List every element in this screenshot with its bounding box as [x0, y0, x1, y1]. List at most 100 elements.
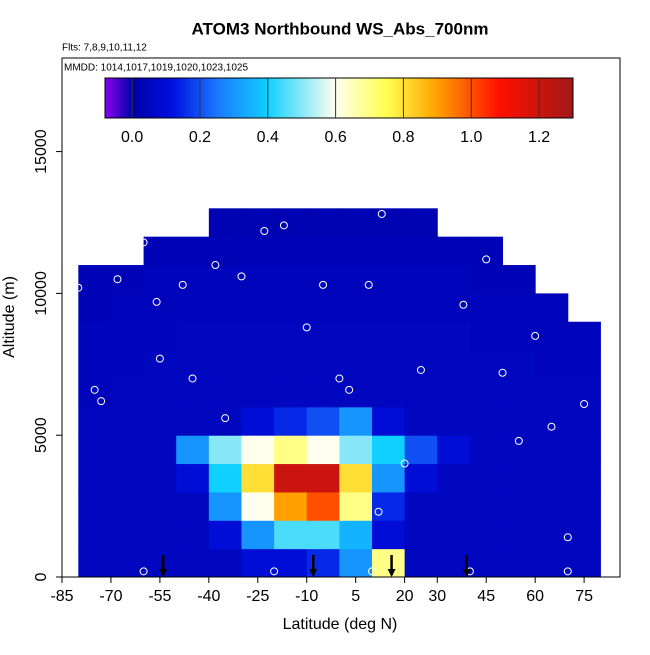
- sample-point: [90, 385, 99, 394]
- heat-cell: [469, 236, 504, 266]
- heat-cell: [437, 491, 471, 521]
- heat-cell: [372, 208, 406, 238]
- heat-cell: [110, 491, 145, 521]
- heat-cell: [567, 406, 601, 436]
- annotation: MMDD: 1014,1017,1019,1020,1023,1025: [64, 63, 248, 74]
- heat-cell: [372, 463, 406, 493]
- arrow-head: [387, 569, 396, 577]
- heat-cell: [78, 350, 112, 379]
- sample-point: [155, 354, 164, 363]
- x-tick-label: 60: [526, 588, 544, 605]
- heat-cell: [372, 548, 406, 578]
- sample-point: [178, 280, 187, 289]
- sample-point: [335, 374, 344, 383]
- heat-cell: [567, 435, 601, 465]
- heat-cell: [306, 520, 340, 550]
- heat-cell: [437, 321, 471, 351]
- heat-cell: [339, 435, 373, 465]
- heat-cell: [274, 548, 308, 578]
- x-tick-label: 30: [428, 588, 446, 605]
- sample-point: [547, 422, 556, 431]
- heat-cell: [306, 378, 340, 408]
- heat-cell: [110, 520, 145, 550]
- heat-cell: [274, 435, 308, 465]
- y-tick-label: 5000: [33, 417, 50, 453]
- heat-cell: [404, 321, 438, 351]
- colorbar: [104, 77, 574, 119]
- heat-cell: [78, 406, 112, 436]
- heat-cell: [274, 236, 308, 266]
- y-tick-label: 10000: [33, 271, 50, 316]
- heat-cell: [502, 406, 536, 436]
- sample-point: [74, 283, 83, 292]
- heat-cell: [469, 293, 504, 323]
- heat-cell: [437, 406, 471, 436]
- heat-cell: [241, 265, 275, 294]
- heat-cell: [502, 350, 536, 379]
- heat-cell: [372, 236, 406, 266]
- arrow-head: [462, 569, 471, 577]
- heat-cell: [143, 265, 177, 294]
- heat-cell: [535, 435, 569, 465]
- x-tick-label: 75: [575, 588, 593, 605]
- sample-point: [498, 368, 507, 377]
- heat-cell: [143, 548, 177, 578]
- heat-cell: [567, 463, 601, 493]
- heat-cell: [208, 520, 242, 550]
- heat-cell: [339, 491, 373, 521]
- heat-cell: [372, 321, 406, 351]
- heat-cell: [404, 548, 438, 578]
- plot-frame: [61, 57, 621, 578]
- colorbar-tick-label: 0.4: [257, 129, 279, 146]
- arrow: [462, 555, 471, 577]
- heat-cell: [535, 321, 569, 351]
- heat-cell: [469, 378, 504, 408]
- heat-cell: [502, 491, 536, 521]
- subtitle: Flts: 7,8,9,10,11,12: [62, 43, 147, 54]
- arrow-head: [159, 569, 168, 577]
- heat-cell: [78, 321, 112, 351]
- colorbar-tick-label: 0.0: [121, 129, 143, 146]
- y-axis-label: Altitude (m): [1, 276, 18, 358]
- sample-point: [139, 238, 148, 247]
- heat-cell: [502, 293, 536, 323]
- heat-cell: [274, 406, 308, 436]
- arrow-head: [309, 569, 318, 577]
- heat-cell: [469, 548, 504, 578]
- heat-cell: [306, 435, 340, 465]
- heat-cell: [404, 406, 438, 436]
- heat-cell: [241, 463, 275, 493]
- chart-title: ATOM3 Northbound WS_Abs_700nm: [192, 19, 489, 38]
- heat-cell: [437, 378, 471, 408]
- heat-cell: [176, 265, 210, 294]
- heat-cell: [208, 350, 242, 379]
- heat-cell: [241, 520, 275, 550]
- sample-point: [279, 221, 288, 230]
- heat-cell: [306, 208, 340, 238]
- heat-cell: [404, 293, 438, 323]
- heat-cell: [339, 463, 373, 493]
- colorbar-tick-label: 0.8: [392, 129, 414, 146]
- sample-point: [449, 227, 458, 235]
- sample-point: [563, 567, 572, 576]
- heat-cell: [241, 236, 275, 266]
- heat-cell: [143, 350, 177, 379]
- heat-cell: [143, 321, 177, 351]
- sample-point: [580, 400, 589, 408]
- sample-point: [319, 280, 328, 289]
- heat-cell: [306, 236, 340, 266]
- heat-cell: [241, 548, 275, 578]
- heat-cell: [567, 378, 601, 408]
- sample-point: [368, 567, 376, 576]
- heat-cell: [176, 321, 210, 351]
- heat-cell: [502, 548, 536, 578]
- sample-point: [152, 297, 161, 306]
- sample-point: [211, 261, 220, 270]
- heat-cell: [274, 520, 308, 550]
- heat-cell: [110, 548, 145, 578]
- heat-cell: [176, 491, 210, 521]
- heat-cell: [306, 293, 340, 323]
- heat-cell: [437, 520, 471, 550]
- heat-cell: [176, 293, 210, 323]
- heat-cell: [306, 463, 340, 493]
